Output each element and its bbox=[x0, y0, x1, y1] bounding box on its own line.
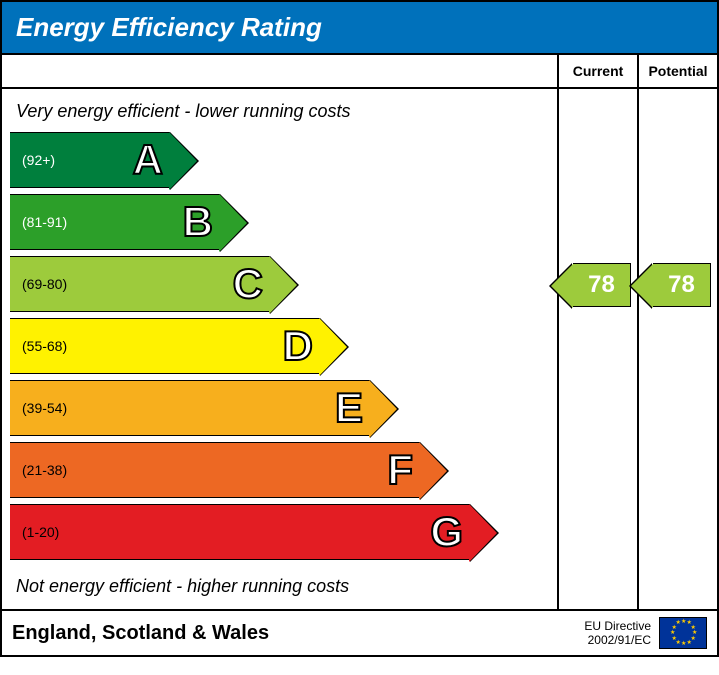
directive-line1: EU Directive bbox=[584, 619, 651, 633]
current-pointer-value: 78 bbox=[588, 271, 615, 299]
potential-column: 78 bbox=[637, 89, 717, 609]
main-col-head bbox=[2, 55, 557, 89]
band-letter-e: E bbox=[335, 384, 363, 432]
band-arrow bbox=[369, 380, 397, 438]
band-row-a: (92+)A bbox=[10, 132, 557, 188]
band-arrow bbox=[419, 442, 447, 500]
band-f: (21-38)F bbox=[10, 442, 420, 498]
eu-star: ★ bbox=[687, 640, 692, 647]
footer: England, Scotland & Wales EU Directive 2… bbox=[2, 609, 717, 655]
col-head-current: Current bbox=[557, 55, 637, 89]
band-row-e: (39-54)E bbox=[10, 380, 557, 436]
band-a: (92+)A bbox=[10, 132, 170, 188]
current-pointer: 78 bbox=[573, 263, 631, 307]
col-head-potential: Potential bbox=[637, 55, 717, 89]
eu-flag-icon: ★★★★★★★★★★★★ bbox=[659, 617, 707, 649]
band-arrow bbox=[169, 132, 197, 190]
directive-line2: 2002/91/EC bbox=[588, 633, 651, 647]
band-arrow bbox=[469, 504, 497, 562]
band-row-b: (81-91)B bbox=[10, 194, 557, 250]
title-text: Energy Efficiency Rating bbox=[16, 12, 322, 42]
band-letter-d: D bbox=[283, 322, 313, 370]
band-arrow bbox=[269, 256, 297, 314]
band-d: (55-68)D bbox=[10, 318, 320, 374]
eu-star: ★ bbox=[681, 641, 686, 648]
band-letter-g: G bbox=[430, 508, 463, 556]
directive-text: EU Directive 2002/91/EC bbox=[584, 619, 651, 648]
band-row-g: (1-20)G bbox=[10, 504, 557, 560]
band-range-f: (21-38) bbox=[10, 462, 419, 478]
title-bar: Energy Efficiency Rating bbox=[2, 2, 717, 53]
band-b: (81-91)B bbox=[10, 194, 220, 250]
band-e: (39-54)E bbox=[10, 380, 370, 436]
band-range-c: (69-80) bbox=[10, 276, 269, 292]
band-range-d: (55-68) bbox=[10, 338, 319, 354]
band-row-f: (21-38)F bbox=[10, 442, 557, 498]
bands-host: (92+)A (81-91)B (69-80)C (55-68)D (39-54)E (2… bbox=[10, 132, 557, 560]
potential-pointer: 78 bbox=[653, 263, 711, 307]
pointer-arrow bbox=[631, 264, 653, 308]
band-letter-a: A bbox=[133, 136, 163, 184]
chart-grid: Current Potential Very energy efficient … bbox=[2, 53, 717, 609]
eu-star: ★ bbox=[676, 620, 681, 627]
potential-pointer-value: 78 bbox=[668, 271, 695, 299]
band-letter-b: B bbox=[183, 198, 213, 246]
bands-area: Very energy efficient - lower running co… bbox=[2, 89, 557, 609]
band-range-g: (1-20) bbox=[10, 524, 469, 540]
caption-bot: Not energy efficient - higher running co… bbox=[10, 566, 557, 601]
pointer-arrow bbox=[551, 264, 573, 308]
band-row-d: (55-68)D bbox=[10, 318, 557, 374]
footer-region: England, Scotland & Wales bbox=[12, 622, 269, 645]
footer-right: EU Directive 2002/91/EC ★★★★★★★★★★★★ bbox=[584, 617, 707, 649]
band-arrow bbox=[219, 194, 247, 252]
current-column: 78 bbox=[557, 89, 637, 609]
band-g: (1-20)G bbox=[10, 504, 470, 560]
band-range-e: (39-54) bbox=[10, 400, 369, 416]
band-letter-f: F bbox=[387, 446, 413, 494]
band-row-c: (69-80)C bbox=[10, 256, 557, 312]
band-arrow bbox=[319, 318, 347, 376]
epc-chart: Energy Efficiency Rating Current Potenti… bbox=[0, 0, 719, 657]
caption-top: Very energy efficient - lower running co… bbox=[10, 97, 557, 132]
band-letter-c: C bbox=[233, 260, 263, 308]
band-c: (69-80)C bbox=[10, 256, 270, 312]
